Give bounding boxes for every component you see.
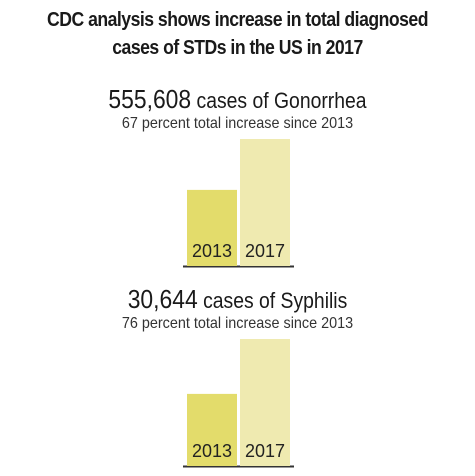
bar-2013 bbox=[187, 189, 237, 266]
gonorrhea-bar-chart: 2013 2017 bbox=[183, 139, 294, 268]
title-line-1: CDC analysis shows increase in total dia… bbox=[47, 8, 428, 31]
syphilis-headline: 30,644 cases of Syphilis bbox=[29, 286, 447, 314]
bar-label-2013: 2013 bbox=[192, 441, 232, 461]
bar-label-2017: 2017 bbox=[245, 441, 285, 461]
gonorrhea-panel: 555,608 cases of Gonorrhea 67 percent to… bbox=[0, 86, 475, 276]
syphilis-count: 30,644 bbox=[127, 284, 198, 314]
syphilis-bar-chart: 2013 2017 bbox=[183, 339, 294, 468]
title-line-2: cases of STDs in the US in 2017 bbox=[112, 36, 363, 59]
syphilis-increase: 76 percent total increase since 2013 bbox=[121, 315, 354, 332]
gonorrhea-headline: 555,608 cases of Gonorrhea bbox=[29, 86, 447, 114]
bar-2013 bbox=[187, 393, 237, 466]
gonorrhea-increase: 67 percent total increase since 2013 bbox=[121, 115, 354, 132]
bar-label-2013: 2013 bbox=[192, 241, 232, 261]
gonorrhea-label: cases of Gonorrhea bbox=[196, 88, 367, 113]
syphilis-label: cases of Syphilis bbox=[203, 288, 348, 313]
bar-label-2017: 2017 bbox=[245, 241, 285, 261]
bar-2017 bbox=[240, 139, 290, 266]
bar-2017 bbox=[240, 339, 290, 466]
gonorrhea-count: 555,608 bbox=[108, 84, 192, 114]
chart-title: CDC analysis shows increase in total dia… bbox=[33, 6, 442, 62]
syphilis-panel: 30,644 cases of Syphilis 76 percent tota… bbox=[0, 286, 475, 476]
